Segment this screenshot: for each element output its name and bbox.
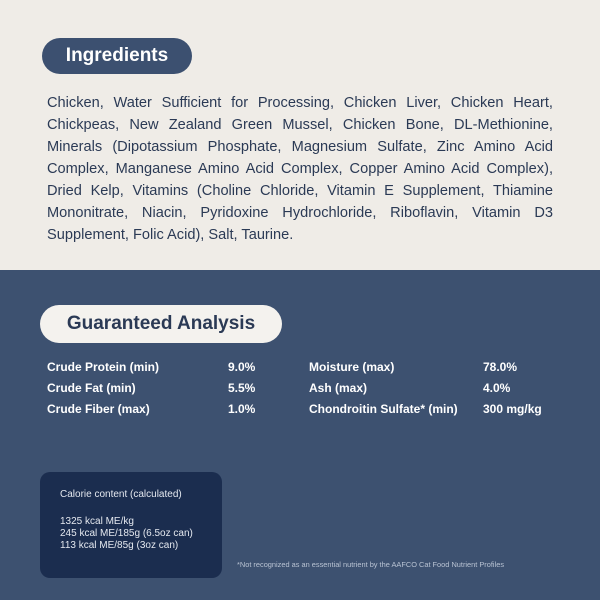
nutrient-label: Crude Protein (min) (47, 360, 160, 374)
calorie-title: Calorie content (calculated) (60, 489, 182, 500)
nutrient-label: Crude Fiber (max) (47, 402, 150, 416)
analysis-table: Crude Protein (min) 9.0% Moisture (max) 78.… (47, 360, 567, 423)
ingredients-section: Ingredients Chicken, Water Sufficient fo… (0, 0, 600, 270)
nutrient-label: Chondroitin Sulfate* (min) (309, 402, 458, 416)
section-title: Ingredients (42, 38, 192, 74)
nutrient-value: 9.0% (228, 360, 256, 374)
nutrient-value: 78.0% (483, 360, 518, 374)
calorie-line: 113 kcal ME/85g (3oz can) (60, 540, 179, 551)
ingredients-text: Chicken, Water Sufficient for Processing… (47, 95, 553, 243)
nutrient-label: Ash (max) (309, 381, 368, 395)
calorie-lines: 1325 kcal ME/kg 245 kcal ME/185g (6.5oz c… (60, 516, 193, 552)
calorie-line: 245 kcal ME/185g (6.5oz can) (60, 528, 193, 539)
section-title: Guaranteed Analysis (40, 305, 282, 343)
nutrient-label: Moisture (max) (309, 360, 395, 374)
analysis-row: Crude Protein (min) 9.0% Moisture (max) 78.… (47, 360, 567, 381)
analysis-row: Crude Fiber (max) 1.0% Chondroitin Sulfate… (47, 402, 567, 423)
nutrient-value: 300 mg/kg (483, 402, 542, 416)
calorie-line: 1325 kcal ME/kg (60, 516, 134, 527)
footnote: *Not recognized as an essential nutrient… (237, 560, 505, 569)
nutrient-value: 1.0% (228, 402, 256, 416)
nutrient-label: Crude Fat (min) (47, 381, 136, 395)
analysis-row: Crude Fat (min) 5.5% Ash (max) 4.0% (47, 381, 567, 402)
nutrient-value: 5.5% (228, 381, 256, 395)
nutrient-value: 4.0% (483, 381, 511, 395)
calorie-box: Calorie content (calculated) 1325 kcal M… (40, 472, 222, 578)
